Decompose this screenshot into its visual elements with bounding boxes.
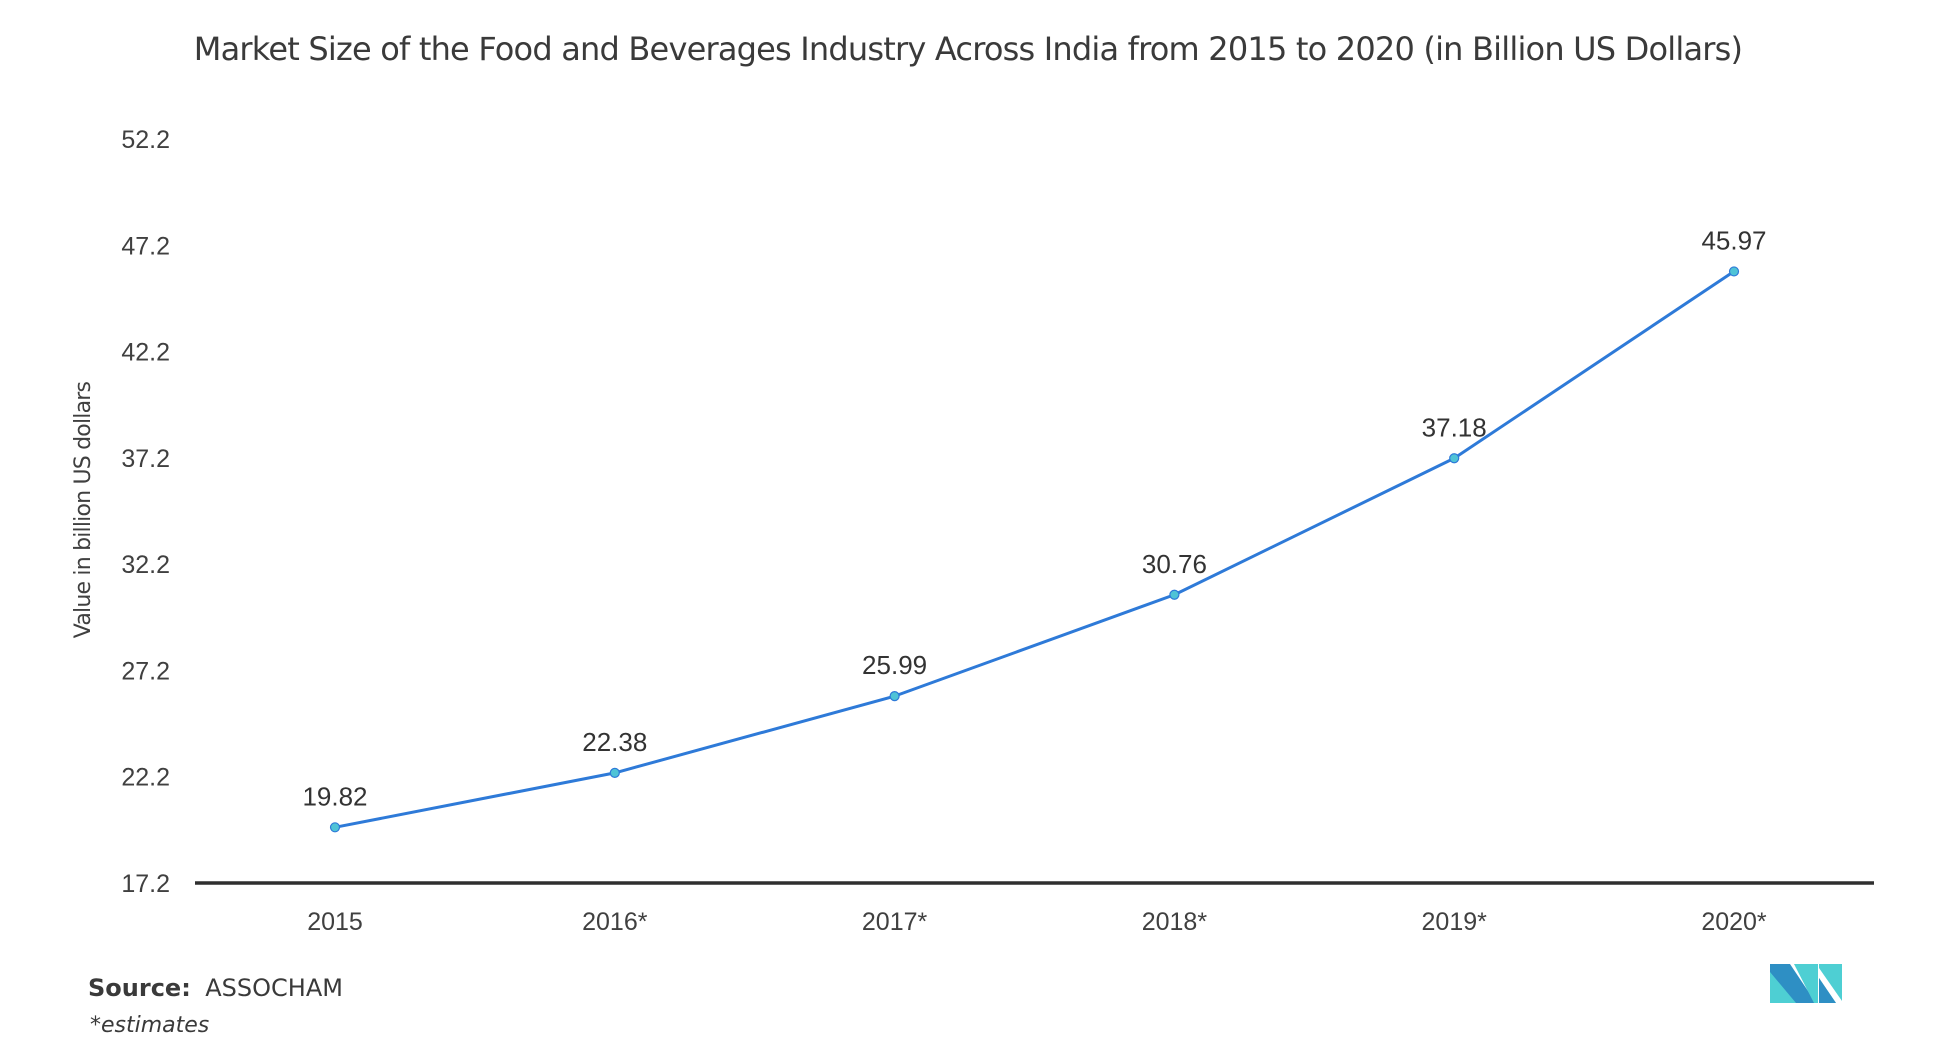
y-tick-label: 27.2 xyxy=(121,657,170,685)
data-label: 30.76 xyxy=(1142,549,1207,579)
data-point xyxy=(889,691,900,702)
series-market-size xyxy=(329,266,1740,833)
data-labels: 19.82 22.38 25.99 30.76 37.18 45.97 xyxy=(302,225,1766,811)
source-value: ASSOCHAM xyxy=(205,974,343,1002)
data-point xyxy=(1728,266,1740,277)
y-tick-label: 52.2 xyxy=(121,126,170,154)
x-tick-label: 2018* xyxy=(1142,908,1208,936)
x-axis-ticks: 2015 2016* 2017* 2018* 2019* 2020* xyxy=(307,908,1767,936)
x-tick-label: 2020* xyxy=(1701,908,1767,936)
estimates-note: *estimates xyxy=(90,1013,209,1038)
source-line: Source: ASSOCHAM xyxy=(88,974,343,1002)
y-tick-label: 32.2 xyxy=(121,551,170,579)
data-point xyxy=(329,822,341,833)
x-tick-label: 2019* xyxy=(1422,908,1488,936)
chart-title: Market Size of the Food and Beverages In… xyxy=(194,30,1742,68)
y-tick-label: 22.2 xyxy=(121,764,170,792)
y-tick-label: 42.2 xyxy=(121,339,170,367)
data-label: 45.97 xyxy=(1701,225,1766,255)
y-axis-label: Value in billion US dollars xyxy=(71,381,96,638)
data-label: 19.82 xyxy=(302,781,367,811)
source-label: Source: xyxy=(88,974,191,1002)
data-point xyxy=(1449,453,1460,464)
data-point xyxy=(1169,589,1180,600)
x-tick-label: 2017* xyxy=(862,908,928,936)
y-tick-label: 17.2 xyxy=(121,870,170,898)
data-label: 25.99 xyxy=(862,650,927,680)
data-label: 22.38 xyxy=(582,727,647,757)
data-point xyxy=(609,767,620,778)
y-axis-ticks: 17.2 22.2 27.2 32.2 37.2 42.2 47.2 52.2 xyxy=(121,126,170,898)
x-tick-label: 2016* xyxy=(582,908,648,936)
mordor-intelligence-logo-icon xyxy=(1770,964,1842,1003)
y-tick-label: 37.2 xyxy=(121,445,170,473)
data-label: 37.18 xyxy=(1422,412,1487,442)
series-line xyxy=(334,270,1735,829)
y-tick-label: 47.2 xyxy=(121,232,170,260)
x-tick-label: 2015 xyxy=(307,908,363,936)
